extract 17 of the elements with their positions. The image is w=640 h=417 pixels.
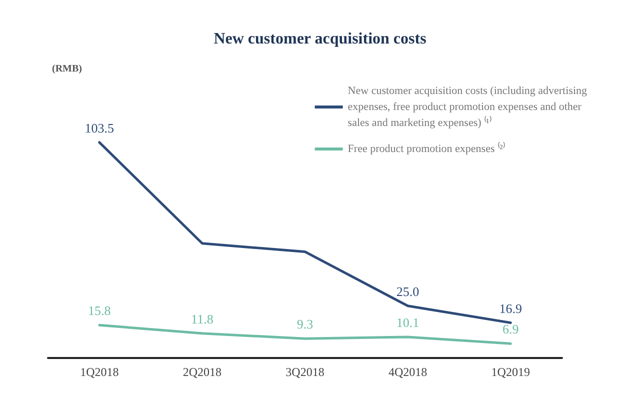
data-label: 9.3 xyxy=(296,316,314,332)
x-tick-label: 1Q2019 xyxy=(491,365,530,379)
data-label: 16.9 xyxy=(499,300,522,316)
data-label: 11.8 xyxy=(191,311,214,326)
legend-label: New customer acquisition costs (including advertising expenses, free product promotion expenses and other sales and marketing expenses) ⁽¹⁾ xyxy=(348,85,588,129)
text: (RMB) xyxy=(52,64,82,74)
x-tick-label: 2Q2018 xyxy=(182,365,222,379)
data-label: 6.9 xyxy=(502,322,519,337)
data-label: 15.8 xyxy=(88,303,111,318)
x-tick-label: 1Q2018 xyxy=(80,365,119,379)
x-tick-label: 3Q2018 xyxy=(286,365,324,379)
data-label: 10.1 xyxy=(396,314,420,330)
chart-title: New customer acquisition costs xyxy=(214,30,426,48)
data-label: 25.0 xyxy=(396,284,420,299)
legend-label: Free product promotion expenses ⁽²⁾ xyxy=(348,142,505,155)
x-tick-label: 4Q2018 xyxy=(388,365,428,379)
data-label: 103.5 xyxy=(84,120,114,136)
